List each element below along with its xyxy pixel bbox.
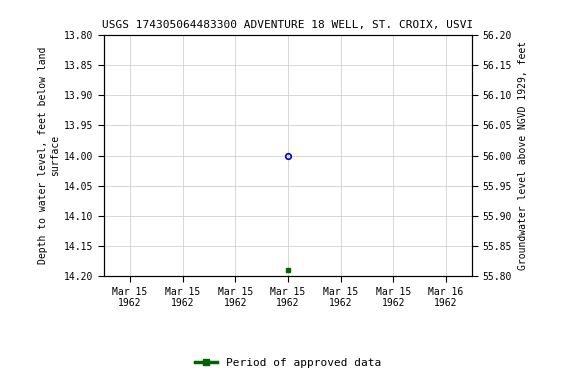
Y-axis label: Depth to water level, feet below land
surface: Depth to water level, feet below land su… (38, 47, 60, 264)
Title: USGS 174305064483300 ADVENTURE 18 WELL, ST. CROIX, USVI: USGS 174305064483300 ADVENTURE 18 WELL, … (103, 20, 473, 30)
Legend: Period of approved data: Period of approved data (191, 354, 385, 372)
Y-axis label: Groundwater level above NGVD 1929, feet: Groundwater level above NGVD 1929, feet (518, 41, 528, 270)
